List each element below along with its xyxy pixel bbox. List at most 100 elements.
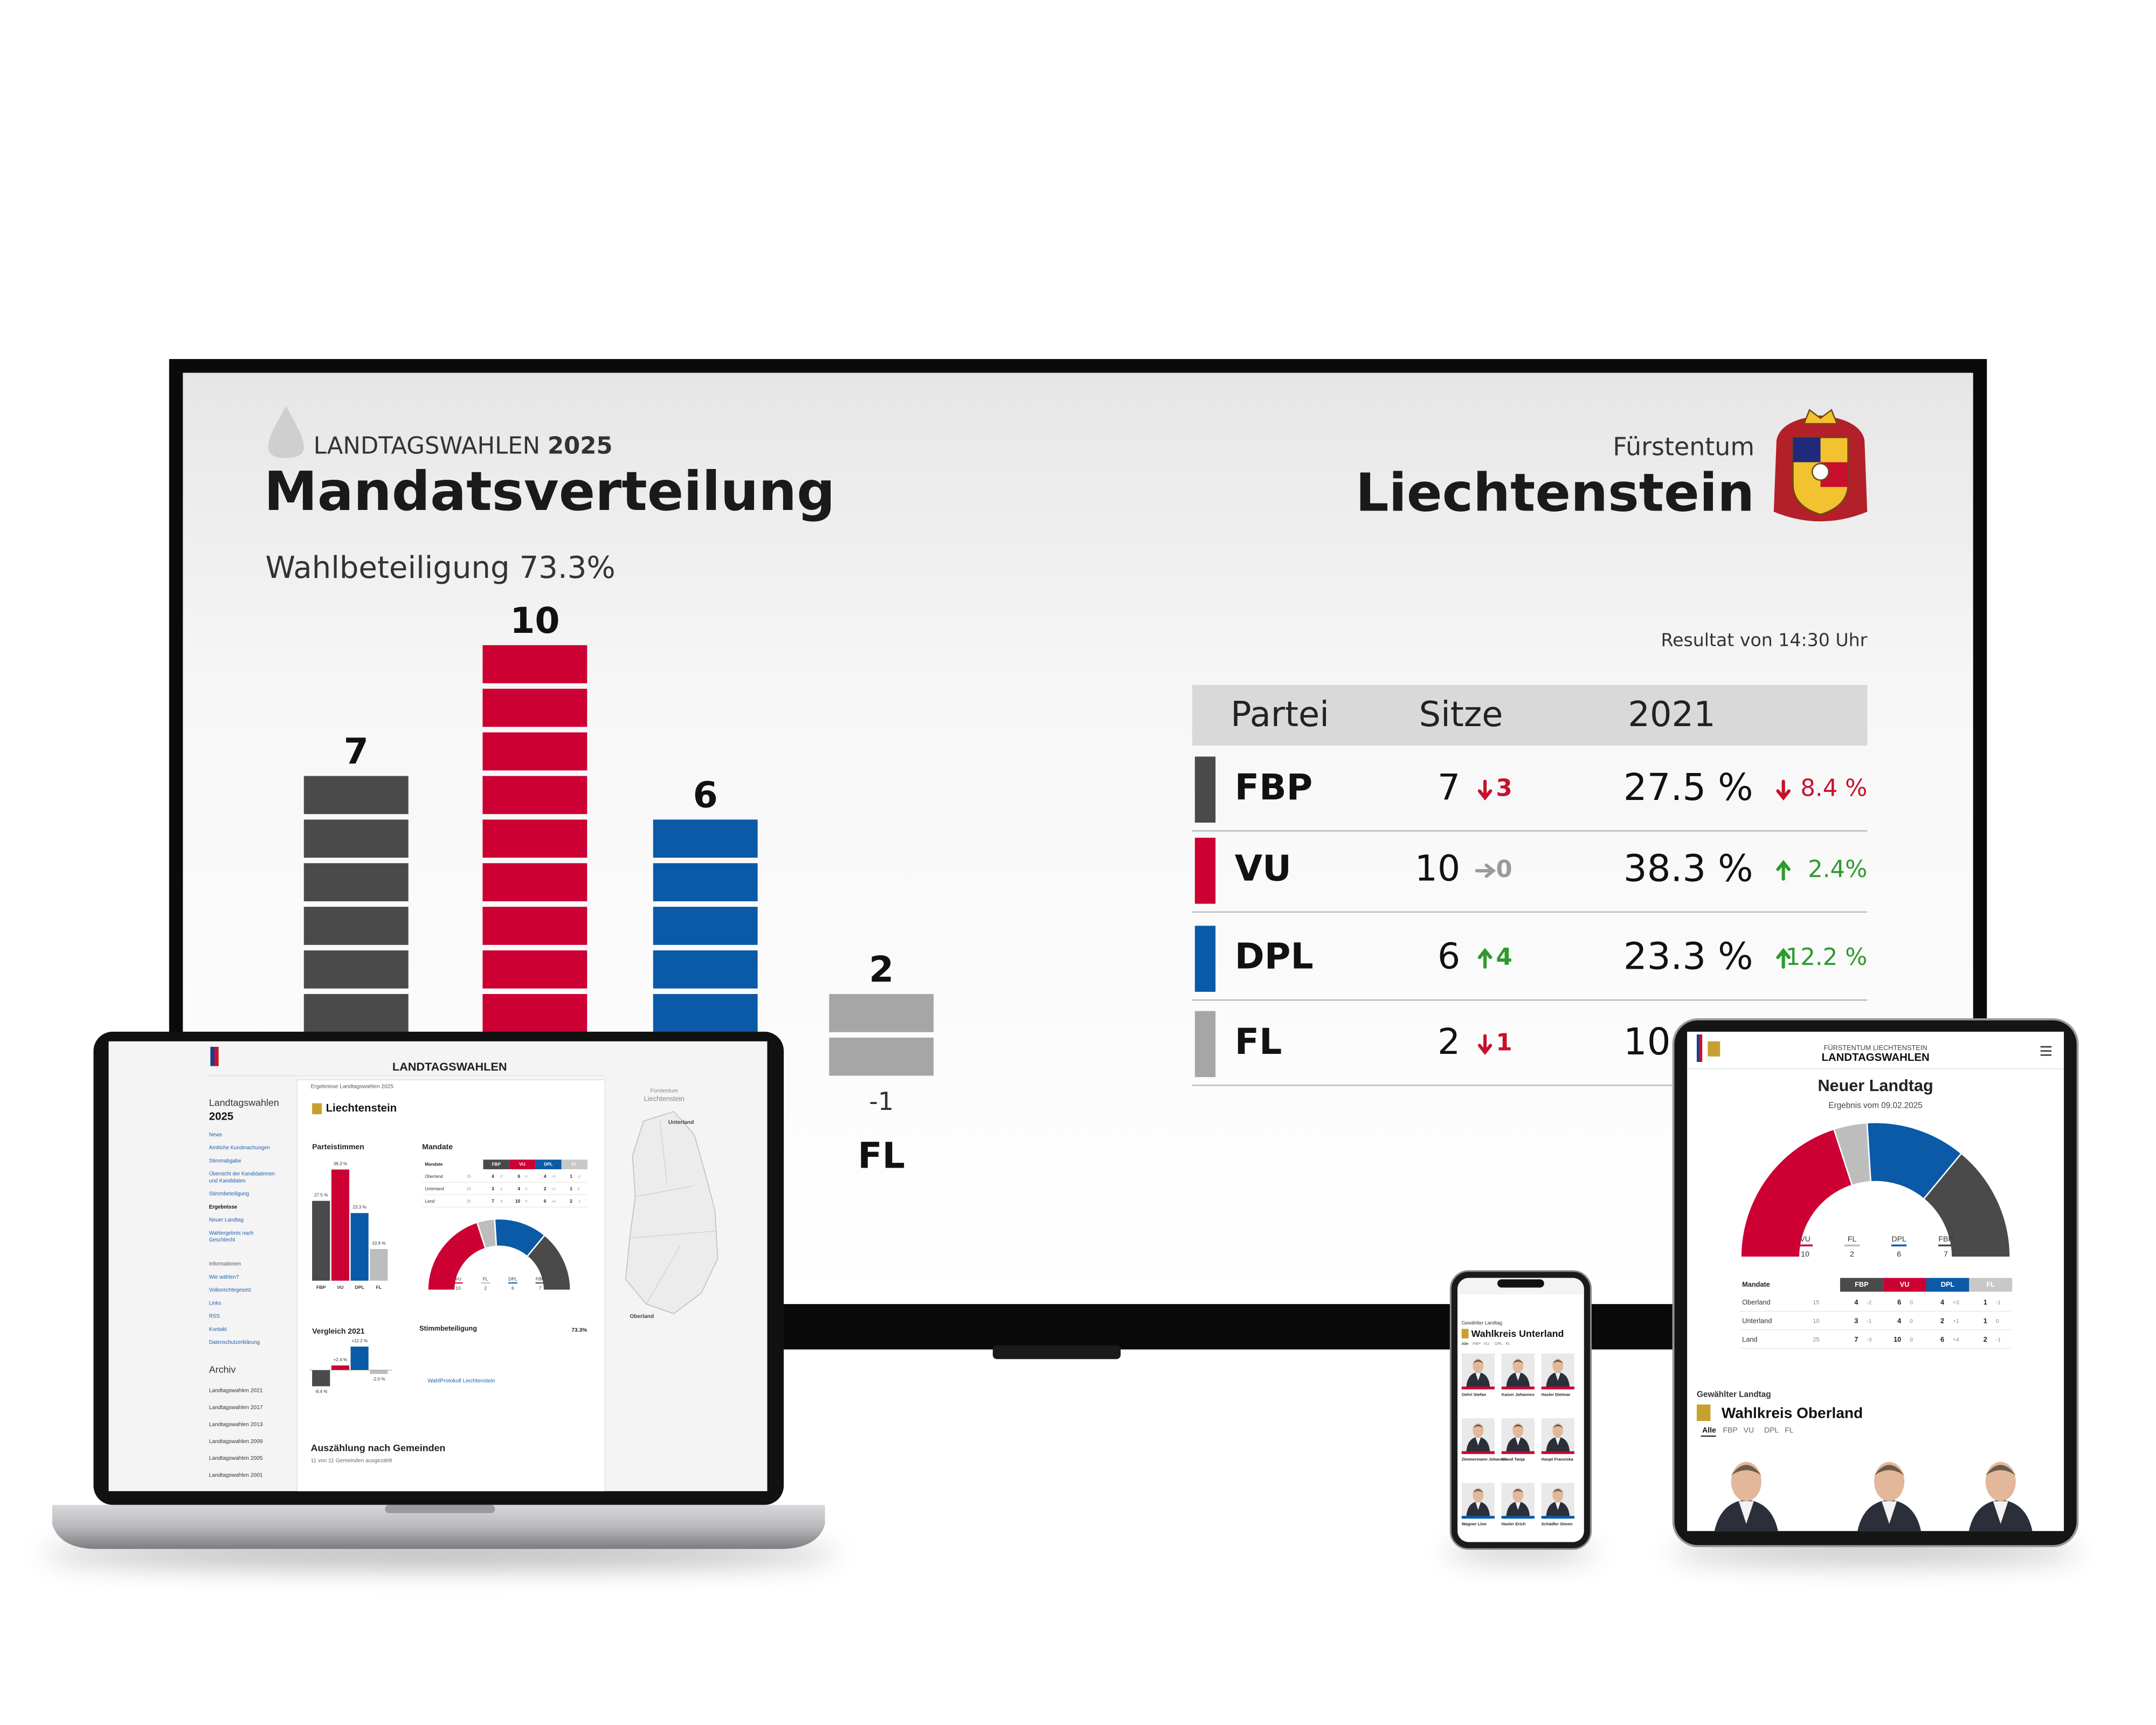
cell-value: 6 [544,1199,547,1204]
turnout-value: 73.3% [571,1327,587,1333]
bar [350,1213,369,1281]
nav-item: Stimmbeteiligung [209,1191,249,1197]
party-header-cell [1883,1278,1926,1292]
legend-label: FL [1848,1234,1857,1243]
value-label: 38.3 % [334,1161,347,1166]
site-header: LANDTAGSWAHLEN [392,1060,507,1073]
cell-value: 2 [1940,1317,1944,1325]
value-label: 6 [693,774,718,816]
party-stripe [1501,1516,1535,1519]
party-stripe [1541,1451,1574,1454]
portrait [1506,1488,1530,1517]
archive-item: Landtagswahlen 2021 [209,1388,263,1394]
cell-change: +3 [551,1175,556,1179]
cell-change: -1 [578,1199,581,1203]
share: 27.5 % [1623,766,1753,809]
table-header: DPL [1941,1280,1955,1288]
portrait-head [1473,1488,1484,1502]
candidate-name: Hasler Erich [1502,1521,1526,1526]
seat-block [829,1037,934,1076]
party-color [1194,756,1216,823]
phone-screen [1457,1278,1584,1542]
breadcrumb: Ergebnisse Landtagswahlen 2025 [311,1084,394,1090]
portrait [1466,1488,1490,1517]
cell-value: 7 [1854,1335,1858,1343]
trend-arrow [1475,864,1496,878]
nav-item: Wie wählen? [209,1274,239,1280]
map-label: Unterland [668,1120,694,1126]
party-stripe [1541,1516,1574,1519]
seat-block [482,645,588,684]
legend-value: 7 [539,1285,542,1291]
trend-arrow [1477,948,1492,969]
brand: LANDTAGSWAHLEN 2025 [314,432,613,459]
cell-change: 0 [526,1199,528,1203]
sidebar-title: Landtagswahlen [209,1097,279,1108]
cell-value: 6 [518,1174,521,1179]
cell-change: +4 [1953,1337,1959,1343]
cell-value: 10 [515,1199,521,1204]
nav-item: Stimmabgabe [209,1158,241,1164]
title: Mandatsverteilung [264,461,835,523]
trend-arrow [1776,779,1791,801]
seat-block [303,863,409,901]
candidate-name: Schädler Simon [1542,1521,1573,1526]
cell-change: 0 [1910,1300,1913,1306]
bar [482,645,588,1076]
portrait-head [1874,1461,1905,1501]
menu-icon [2040,1046,2052,1056]
tablet-subtitle: Ergebnis vom 09.02.2025 [1828,1101,1922,1110]
column-header: Sitze [1419,695,1503,735]
portrait-hair [1512,1489,1524,1493]
tablet-header: LANDTAGSWAHLEN [1821,1052,1929,1064]
portrait [1506,1358,1530,1388]
laptop: LANDTAGSWAHLEN Landtagswahlen 2025 Archi… [41,1031,839,1565]
cell-value: 6 [1940,1335,1944,1343]
portrait-head [1552,1488,1564,1502]
seat-block [653,907,758,945]
seat-segment [1740,1128,1853,1258]
bar [303,776,409,1076]
cell-value: 1 [1984,1317,1987,1325]
category-label: DPL [355,1285,364,1290]
legend-value: 2 [484,1285,487,1291]
trend-arrow [1776,948,1791,969]
tablet-title: Neuer Landtag [1818,1077,1933,1095]
cell-change: 0 [1996,1319,1999,1324]
portrait-shirt [1515,1437,1521,1446]
seats: 7 [1438,766,1460,808]
bar [312,1370,330,1386]
tab: VU [1744,1426,1754,1434]
nav-item: Kontakt [209,1327,227,1333]
nav-item: Datenschutzerklärung [209,1340,260,1346]
row-total: 25 [1813,1337,1819,1343]
tab: FBP [1723,1426,1737,1434]
value-label: +2.4 % [334,1357,348,1362]
portrait-head [1512,1488,1524,1502]
party-header-cell [561,1160,588,1170]
value-label: 27.5 % [314,1193,328,1198]
bar [350,1347,369,1370]
trend-arrow [1776,860,1791,881]
table-header: Mandate [425,1162,443,1167]
candidate-name: Hasler Dietmar [1542,1392,1571,1397]
seat-block [303,950,409,989]
archive-title: Archiv [209,1364,236,1375]
website: LANDTAGSWAHLEN Landtagswahlen 2025 Archi… [206,1046,718,1492]
party: FL [1235,1020,1282,1062]
legend-label: VU [1800,1234,1810,1243]
coat-of-arms [1773,409,1868,522]
candidate-name: Cloud Tanja [1502,1457,1525,1462]
party-stripe [1461,1516,1495,1519]
portrait [1466,1423,1490,1452]
value-label: 23.3 % [353,1205,366,1210]
portrait-shirt [1555,1372,1561,1381]
cell-change: -1 [1996,1300,2001,1306]
seat-block [653,819,758,858]
party-stripe [1501,1386,1535,1390]
country-prefix: Fürstentum [1613,432,1754,461]
party-stripe [1461,1386,1495,1390]
legend-value: 6 [512,1285,514,1291]
party-stripe [1501,1451,1535,1454]
